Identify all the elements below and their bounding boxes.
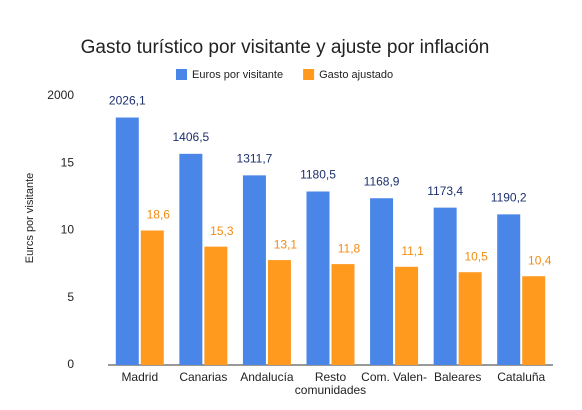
legend-label: Gasto ajustado bbox=[319, 69, 393, 81]
bar-annotation: 18,6 bbox=[147, 208, 171, 222]
bar-annotation: 1180,5 bbox=[300, 168, 336, 182]
x-tick-label: Cataluña bbox=[497, 370, 545, 384]
x-tick-label: Andalucía bbox=[240, 370, 294, 384]
bar-annotation: 13,1 bbox=[274, 237, 298, 251]
bar bbox=[242, 175, 266, 365]
bar-annotation: 15,3 bbox=[210, 224, 234, 238]
bar-annotation: 10,4 bbox=[528, 253, 552, 267]
x-tick-label: Canarias bbox=[179, 370, 227, 384]
y-tick-label: 2000 bbox=[47, 88, 74, 102]
bar bbox=[179, 153, 203, 365]
x-tick-label: Baleares bbox=[434, 370, 481, 384]
bar-annotation: 11,8 bbox=[338, 241, 361, 255]
bar-annotation: 1311,7 bbox=[237, 152, 273, 166]
bar-annotation: 11,1 bbox=[401, 244, 424, 258]
x-tick-label: Com. Valen- bbox=[361, 370, 427, 384]
bar bbox=[458, 272, 482, 365]
bar-annotation: 1173,4 bbox=[427, 184, 463, 198]
bar bbox=[395, 266, 419, 365]
bar bbox=[331, 264, 355, 365]
chart-title: Gasto turístico por visitante y ajuste p… bbox=[81, 37, 490, 58]
bar-annotation: 10,5 bbox=[464, 249, 488, 263]
bar bbox=[140, 230, 164, 365]
x-tick-label: Resto comunidades bbox=[295, 370, 366, 397]
y-tick-label: 5 bbox=[67, 290, 74, 304]
y-tick-label: 0 bbox=[67, 357, 74, 371]
legend-swatch bbox=[176, 69, 187, 80]
y-tick-label: 15 bbox=[61, 155, 75, 169]
y-tick-label: 10 bbox=[61, 223, 75, 237]
x-tick-label: Madrid bbox=[121, 370, 158, 384]
bar bbox=[306, 191, 330, 365]
bar-annotation: 1168,9 bbox=[364, 174, 400, 188]
bar bbox=[267, 260, 291, 365]
legend-swatch bbox=[303, 69, 315, 80]
bar bbox=[370, 198, 394, 365]
bar bbox=[433, 207, 457, 365]
y-axis-label: Eurcs por visitante bbox=[24, 173, 36, 263]
bar-annotation: 2026,1 bbox=[109, 94, 146, 108]
bar-annotation: 1406,5 bbox=[173, 130, 210, 144]
legend-label: Euros por visitante bbox=[192, 69, 283, 81]
bar bbox=[204, 246, 228, 365]
bar bbox=[115, 117, 139, 366]
bar bbox=[497, 214, 521, 365]
bar-annotation: 1190,2 bbox=[491, 191, 527, 205]
bar bbox=[522, 276, 546, 365]
